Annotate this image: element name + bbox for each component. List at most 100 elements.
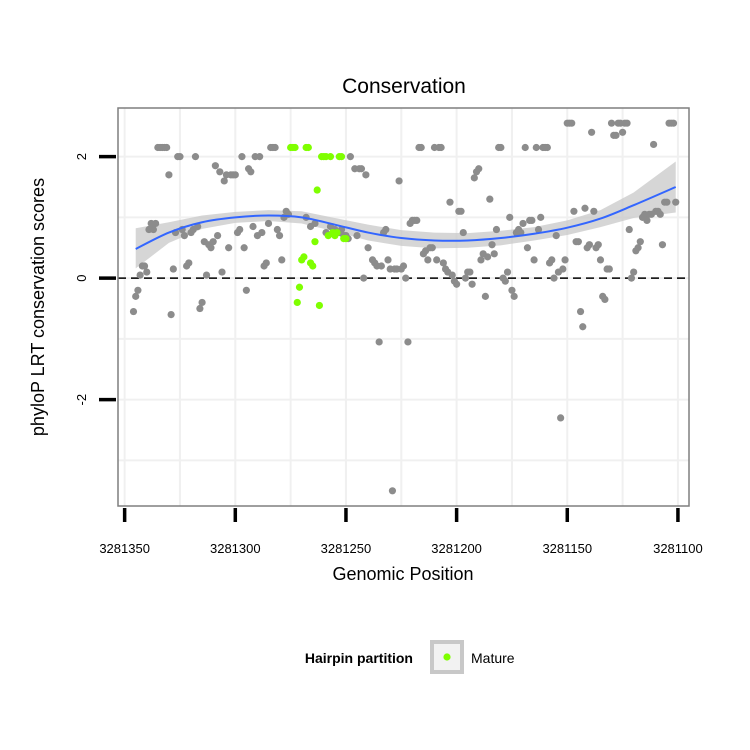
- mature-data-point: [342, 235, 350, 243]
- data-point: [490, 250, 498, 258]
- data-point: [656, 210, 664, 218]
- data-point: [220, 177, 228, 185]
- x-tick-label: 3281100: [653, 541, 703, 556]
- y-tick-label: 2: [74, 153, 89, 160]
- data-point: [453, 280, 461, 288]
- data-point: [510, 292, 518, 300]
- data-point: [207, 244, 215, 252]
- data-point: [579, 323, 587, 331]
- data-point: [574, 238, 582, 246]
- x-tick-label: 3281350: [99, 541, 150, 556]
- data-point: [497, 143, 505, 152]
- data-point: [225, 244, 233, 252]
- y-axis-title: phyloP LRT conservation scores: [28, 178, 48, 436]
- data-point: [311, 219, 319, 228]
- x-tick-label: 3281250: [321, 541, 372, 556]
- data-point: [132, 292, 140, 300]
- data-point: [663, 198, 671, 206]
- data-point: [271, 143, 279, 152]
- mature-data-point: [291, 143, 299, 152]
- data-point: [534, 225, 543, 234]
- mature-data-point: [333, 228, 341, 237]
- data-point: [461, 274, 470, 282]
- data-point: [523, 244, 532, 252]
- mature-points: [287, 143, 350, 310]
- data-point: [468, 280, 476, 288]
- data-point: [402, 274, 410, 282]
- data-point: [433, 256, 441, 264]
- data-point: [382, 225, 390, 234]
- data-point: [143, 268, 151, 276]
- data-point: [448, 271, 456, 279]
- data-point: [576, 307, 585, 316]
- data-point: [470, 174, 478, 182]
- smooth-line-layer: [135, 186, 677, 250]
- data-point: [669, 119, 678, 127]
- data-point: [209, 238, 217, 246]
- data-point: [506, 213, 514, 221]
- other-points: [129, 119, 680, 495]
- data-point: [459, 228, 467, 237]
- mature-data-point: [326, 153, 335, 161]
- data-point: [169, 265, 177, 273]
- data-point: [550, 274, 558, 282]
- data-point: [530, 256, 538, 264]
- mature-data-point: [295, 283, 304, 291]
- data-point: [561, 256, 569, 264]
- data-point: [417, 143, 425, 152]
- data-point: [377, 262, 385, 270]
- data-point: [585, 241, 594, 249]
- data-point: [129, 307, 138, 316]
- chart-title: Conservation: [342, 75, 466, 98]
- mature-data-point: [309, 262, 317, 270]
- data-point: [231, 171, 239, 179]
- x-axis: 3281350 3281300 3281250 3281200 3281150 32811…: [99, 508, 703, 556]
- data-point: [568, 119, 576, 127]
- data-point: [424, 256, 432, 264]
- data-point: [607, 119, 616, 127]
- data-point: [503, 268, 512, 276]
- data-point: [262, 259, 270, 267]
- data-point: [362, 171, 370, 179]
- y-tick-label: 0: [74, 275, 89, 282]
- data-point: [543, 143, 551, 152]
- data-point: [353, 232, 361, 240]
- data-point: [559, 265, 567, 273]
- mature-data-point: [304, 143, 312, 152]
- mature-data-point: [315, 301, 323, 310]
- data-point: [191, 153, 200, 161]
- data-point: [152, 219, 160, 228]
- data-point: [466, 268, 474, 276]
- data-point: [388, 487, 397, 495]
- data-point: [218, 268, 226, 276]
- mature-data-point: [337, 153, 346, 161]
- legend-label-mature: Mature: [471, 650, 515, 666]
- data-point: [477, 256, 485, 264]
- data-point: [532, 143, 540, 152]
- y-tick-label: -2: [74, 394, 89, 406]
- data-point: [508, 286, 516, 294]
- x-tick-label: 3281300: [210, 541, 261, 556]
- data-point: [167, 310, 175, 319]
- data-point: [484, 253, 492, 261]
- mature-data-point: [293, 298, 301, 307]
- data-point: [258, 228, 266, 237]
- mature-data-point: [311, 238, 319, 246]
- data-point: [273, 225, 281, 234]
- data-point: [672, 198, 680, 206]
- data-point: [185, 259, 193, 267]
- data-point: [399, 262, 408, 270]
- data-point: [658, 241, 667, 249]
- data-point: [360, 274, 368, 282]
- legend-title: Hairpin partition: [305, 650, 413, 666]
- data-point: [623, 119, 631, 127]
- data-point: [548, 256, 556, 264]
- data-point: [384, 256, 392, 264]
- data-point: [242, 286, 250, 294]
- data-point: [211, 162, 219, 170]
- data-point: [521, 143, 529, 152]
- data-point: [488, 241, 496, 249]
- data-point: [537, 213, 545, 221]
- data-point: [256, 153, 264, 161]
- mature-data-point: [300, 253, 308, 261]
